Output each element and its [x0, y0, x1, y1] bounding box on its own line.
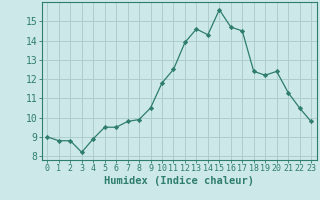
X-axis label: Humidex (Indice chaleur): Humidex (Indice chaleur) [104, 176, 254, 186]
